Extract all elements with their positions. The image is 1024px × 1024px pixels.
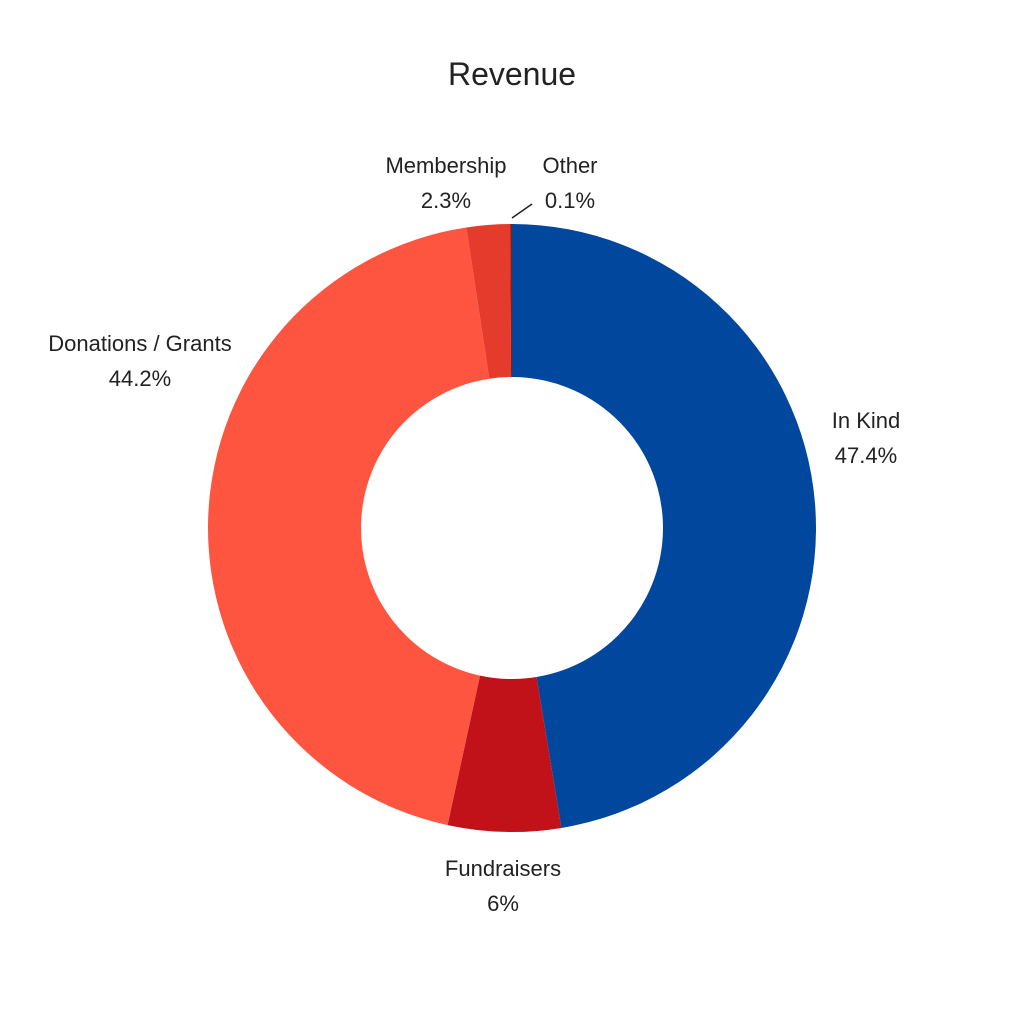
slice-value-in-kind: 47.4%	[835, 443, 897, 468]
slice-other	[510, 224, 512, 378]
slice-membership	[466, 224, 512, 379]
slices-layer	[207, 224, 817, 832]
slice-labels: In Kind 47.4% Fundraisers 6% Donations / Gra…	[48, 153, 900, 916]
slice-value-donations-grants: 44.2%	[109, 366, 171, 391]
slice-label-donations-grants: Donations / Grants	[48, 331, 231, 356]
chart-title: Revenue	[447, 56, 577, 92]
slice-value-other: 0.1%	[545, 188, 595, 213]
slice-donations-grants	[207, 227, 490, 826]
slice-label-other: Other	[542, 153, 597, 178]
slice-value-fundraisers: 6%	[487, 891, 519, 916]
leader-lines	[511, 203, 533, 219]
leader-line-other	[511, 203, 533, 219]
slice-in-kind	[512, 224, 817, 828]
slice-value-membership: 2.3%	[421, 188, 471, 213]
slice-label-membership: Membership	[385, 153, 506, 178]
slice-label-fundraisers: Fundraisers	[445, 856, 561, 881]
slice-fundraisers	[447, 675, 562, 832]
slice-label-in-kind: In Kind	[832, 408, 901, 433]
